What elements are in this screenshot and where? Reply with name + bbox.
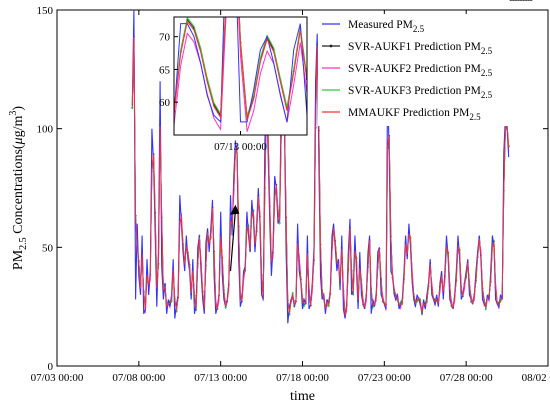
legend-label: MMAUKF Prediction PM2.5 [348, 107, 481, 122]
series-marker [519, 0, 522, 1]
legend-entry: SVR-AUKF2 Prediction PM2.5 [322, 63, 493, 78]
y-tick-label: 150 [37, 5, 54, 17]
legend-entry: SVR-AUKF1 Prediction PM2.5 [322, 41, 493, 56]
legend-background [318, 14, 538, 126]
annotation-layer [229, 204, 240, 272]
y-tick-label: 50 [42, 242, 54, 254]
inset-y-tick-label: 60 [159, 97, 171, 109]
series-marker [511, 0, 513, 1]
legend-entry: MMAUKF Prediction PM2.5 [322, 107, 481, 122]
x-axis-ticks: 07/03 00:00 07/08 00:00 07/13 00:00 07/18 0… [31, 10, 550, 384]
legend-label-subscript: 2.5 [481, 68, 493, 78]
x-tick-label: 07/18 00:00 [276, 372, 329, 384]
inset-y-tick-label: 70 [159, 32, 171, 44]
series-marker [522, 0, 525, 1]
y-tick-label: 0 [48, 361, 54, 373]
inset-series-line-1 [174, 17, 307, 124]
y-axis-title-mu: μ [11, 137, 26, 145]
y-axis-title-subscript: 2.5 [18, 237, 29, 250]
legend-label-main: SVR-AUKF3 Prediction PM [348, 85, 481, 97]
legend-marker [329, 44, 333, 48]
legend-entry: Measured PM2.5 [322, 19, 425, 34]
y-axis-title-rest: Concentrations( [11, 144, 26, 237]
x-tick-label: 07/13 00:00 [194, 372, 247, 384]
series-marker [516, 0, 518, 1]
legend-label: Measured PM2.5 [348, 19, 425, 34]
inset-ticks: 60 65 70 07/13 00:00 [159, 32, 267, 153]
legend-label: SVR-AUKF2 Prediction PM2.5 [348, 63, 493, 78]
y-axis-title-main: PM [11, 249, 26, 270]
series-marker [529, 0, 531, 1]
x-tick-label: 07/08 00:00 [112, 372, 165, 384]
arrow-head [230, 204, 240, 215]
legend-label-main: Measured PM [348, 19, 413, 31]
series-line-1 [131, 9, 510, 324]
inset-y-tick-label: 65 [159, 64, 171, 76]
y-axis-title: PM2.5 Concentrations(μg/m3) [8, 106, 29, 270]
legend-label-subscript: 2.5 [413, 24, 425, 34]
x-tick-label: 07/23 00:00 [358, 372, 411, 384]
zoom-inset: 60 65 70 07/13 00:00 [159, 16, 308, 153]
y-axis-title-unit: g/m [11, 115, 26, 137]
x-tick-label: 08/02 00:00 [522, 372, 550, 384]
series-marker [524, 0, 526, 1]
series-marker [517, 0, 520, 1]
main-plot-area: 07/03 00:00 07/08 00:00 07/13 00:00 07/18 0… [31, 0, 550, 384]
x-tick-label: 07/28 00:00 [440, 372, 493, 384]
series-marker [530, 0, 533, 1]
y-axis-ticks: 0 50 100 150 [37, 5, 548, 373]
series-line-5 [131, 36, 510, 316]
series-layer [131, 0, 533, 324]
legend-label-subscript: 2.5 [481, 46, 493, 56]
legend-label: SVR-AUKF1 Prediction PM2.5 [348, 41, 493, 56]
y-tick-label: 100 [37, 124, 54, 136]
legend-label-main: SVR-AUKF1 Prediction PM [348, 41, 481, 53]
legend-label-main: SVR-AUKF2 Prediction PM [348, 63, 481, 75]
inset-series-line-5 [174, 17, 307, 121]
x-tick-label: 07/03 00:00 [31, 372, 84, 384]
x-axis-title: time [290, 389, 315, 404]
series-marker [520, 0, 523, 1]
legend-entry: SVR-AUKF3 Prediction PM2.5 [322, 85, 493, 100]
y-axis-title-superscript: 3 [8, 111, 19, 116]
legend-label: SVR-AUKF3 Prediction PM2.5 [348, 85, 493, 100]
series-marker [512, 0, 515, 1]
series-marker [527, 0, 530, 1]
legend-label-subscript: 2.5 [469, 112, 481, 122]
series-marker [509, 0, 512, 1]
arrow-shaft [229, 210, 236, 272]
legend-label-subscript: 2.5 [481, 90, 493, 100]
inset-series-layer [174, 17, 307, 132]
inset-x-tick-label: 07/13 00:00 [214, 141, 267, 153]
series-marker [525, 0, 528, 1]
y-axis-title-close: ) [11, 106, 26, 111]
series-marker [514, 0, 517, 1]
legend-label-main: MMAUKF Prediction PM [348, 107, 469, 119]
